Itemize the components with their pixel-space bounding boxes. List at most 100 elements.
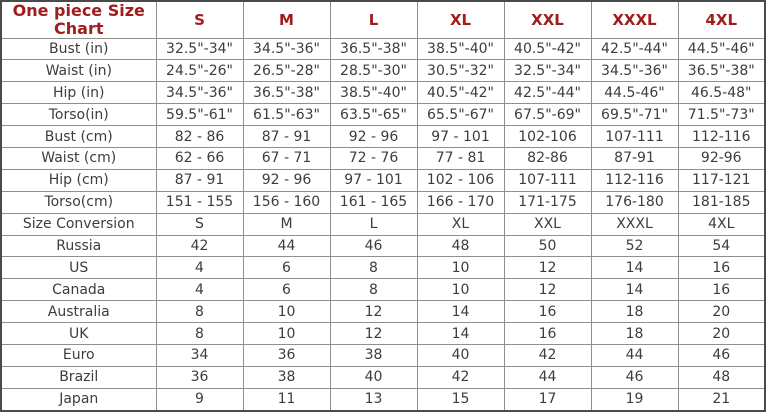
cell-value: 87 - 91 — [242, 125, 331, 148]
cell-value: 44 — [503, 365, 592, 389]
cell-value: 15 — [416, 387, 505, 412]
cell-value: 97 - 101 — [329, 168, 418, 192]
cell-value: 102 - 106 — [416, 168, 505, 192]
table-row: Waist (cm) 62 - 66 67 - 71 72 - 76 77 - 81 82… — [0, 146, 766, 170]
cell-value: 42 — [503, 343, 592, 367]
cell-value: 12 — [503, 278, 592, 302]
size-column-header: 4XL — [677, 0, 766, 39]
cell-value: 82 - 86 — [155, 125, 244, 148]
cell-value: 6 — [242, 278, 331, 302]
cell-value: 13 — [329, 387, 418, 412]
cell-value: 69.5"-71" — [590, 103, 679, 127]
cell-value: 48 — [416, 234, 505, 258]
cell-value: 8 — [155, 322, 244, 345]
table-row: Brazil 36 38 40 42 44 46 48 — [0, 365, 766, 389]
cell-value: 50 — [503, 234, 592, 258]
chart-title: One piece Size Chart — [0, 0, 157, 39]
cell-value: 28.5"-30" — [329, 59, 418, 83]
cell-value: 30.5"-32" — [416, 59, 505, 83]
cell-value: 14 — [416, 300, 505, 324]
cell-value: 171-175 — [503, 190, 592, 214]
cell-value: 46 — [677, 343, 766, 367]
cell-value: 52 — [590, 234, 679, 258]
cell-value: 117-121 — [677, 168, 766, 192]
cell-value: 16 — [503, 322, 592, 345]
size-column-header: XL — [416, 0, 505, 39]
row-label: UK — [0, 322, 157, 345]
cell-value: 161 - 165 — [329, 190, 418, 214]
cell-value: 24.5"-26" — [155, 59, 244, 83]
cell-value: 92 - 96 — [242, 168, 331, 192]
row-label: Torso(cm) — [0, 190, 157, 214]
table-row: Waist (in) 24.5"-26" 26.5"-28" 28.5"-30" 30.… — [0, 59, 766, 83]
cell-value: 181-185 — [677, 190, 766, 214]
size-table-body: Bust (in) 32.5"-34" 34.5"-36" 36.5"-38" 38.5… — [0, 37, 766, 412]
cell-value: 107-111 — [503, 168, 592, 192]
row-label: US — [0, 256, 157, 280]
size-column-header: S — [155, 0, 244, 39]
cell-value: 8 — [329, 278, 418, 302]
cell-value: 8 — [155, 300, 244, 324]
cell-value: 18 — [590, 322, 679, 345]
cell-value: 14 — [590, 256, 679, 280]
table-row: Canada 4 6 8 10 12 14 16 — [0, 278, 766, 302]
row-label: Hip (cm) — [0, 168, 157, 192]
row-label: Bust (in) — [0, 37, 157, 61]
cell-value: 36.5"-38" — [677, 59, 766, 83]
cell-value: XXL — [503, 212, 592, 236]
cell-value: 46.5-48" — [677, 81, 766, 105]
table-row: Australia 8 10 12 14 16 18 20 — [0, 300, 766, 324]
cell-value: 36 — [155, 365, 244, 389]
cell-value: 44 — [590, 343, 679, 367]
cell-value: 112-116 — [590, 168, 679, 192]
cell-value: 34.5"-36" — [590, 59, 679, 83]
cell-value: 67.5"-69" — [503, 103, 592, 127]
cell-value: 16 — [677, 256, 766, 280]
cell-value: 34 — [155, 343, 244, 367]
cell-value: 4XL — [677, 212, 766, 236]
row-label: Canada — [0, 278, 157, 302]
cell-value: 40 — [416, 343, 505, 367]
table-row: US 4 6 8 10 12 14 16 — [0, 256, 766, 280]
cell-value: 20 — [677, 322, 766, 345]
cell-value: 102-106 — [503, 125, 592, 148]
cell-value: 72 - 76 — [329, 146, 418, 170]
cell-value: L — [329, 212, 418, 236]
cell-value: 44 — [242, 234, 331, 258]
cell-value: 12 — [503, 256, 592, 280]
cell-value: 92 - 96 — [329, 125, 418, 148]
cell-value: 12 — [329, 300, 418, 324]
row-label: Hip (in) — [0, 81, 157, 105]
cell-value: 12 — [329, 322, 418, 345]
cell-value: 61.5"-63" — [242, 103, 331, 127]
table-header-row: One piece Size Chart S M L XL XXL XXXL 4… — [0, 0, 766, 39]
cell-value: 36.5"-38" — [329, 37, 418, 61]
cell-value: 44.5"-46" — [677, 37, 766, 61]
table-row: UK 8 10 12 14 16 18 20 — [0, 322, 766, 345]
cell-value: 42.5"-44" — [503, 81, 592, 105]
cell-value: 63.5"-65" — [329, 103, 418, 127]
cell-value: 9 — [155, 387, 244, 412]
cell-value: 40.5"-42" — [503, 37, 592, 61]
cell-value: 4 — [155, 278, 244, 302]
cell-value: 14 — [590, 278, 679, 302]
cell-value: 6 — [242, 256, 331, 280]
cell-value: 38.5"-40" — [416, 37, 505, 61]
cell-value: 10 — [416, 256, 505, 280]
cell-value: 97 - 101 — [416, 125, 505, 148]
table-row: Bust (cm) 82 - 86 87 - 91 92 - 96 97 - 101 10… — [0, 125, 766, 148]
cell-value: 87 - 91 — [155, 168, 244, 192]
cell-value: 17 — [503, 387, 592, 412]
cell-value: 40.5"-42" — [416, 81, 505, 105]
row-label: Australia — [0, 300, 157, 324]
row-label: Bust (cm) — [0, 125, 157, 148]
cell-value: 26.5"-28" — [242, 59, 331, 83]
cell-value: 32.5"-34" — [503, 59, 592, 83]
cell-value: 4 — [155, 256, 244, 280]
cell-value: 38 — [329, 343, 418, 367]
cell-value: M — [242, 212, 331, 236]
row-label: Waist (in) — [0, 59, 157, 83]
table-row: Hip (cm) 87 - 91 92 - 96 97 - 101 102 - 106 1… — [0, 168, 766, 192]
cell-value: 18 — [590, 300, 679, 324]
